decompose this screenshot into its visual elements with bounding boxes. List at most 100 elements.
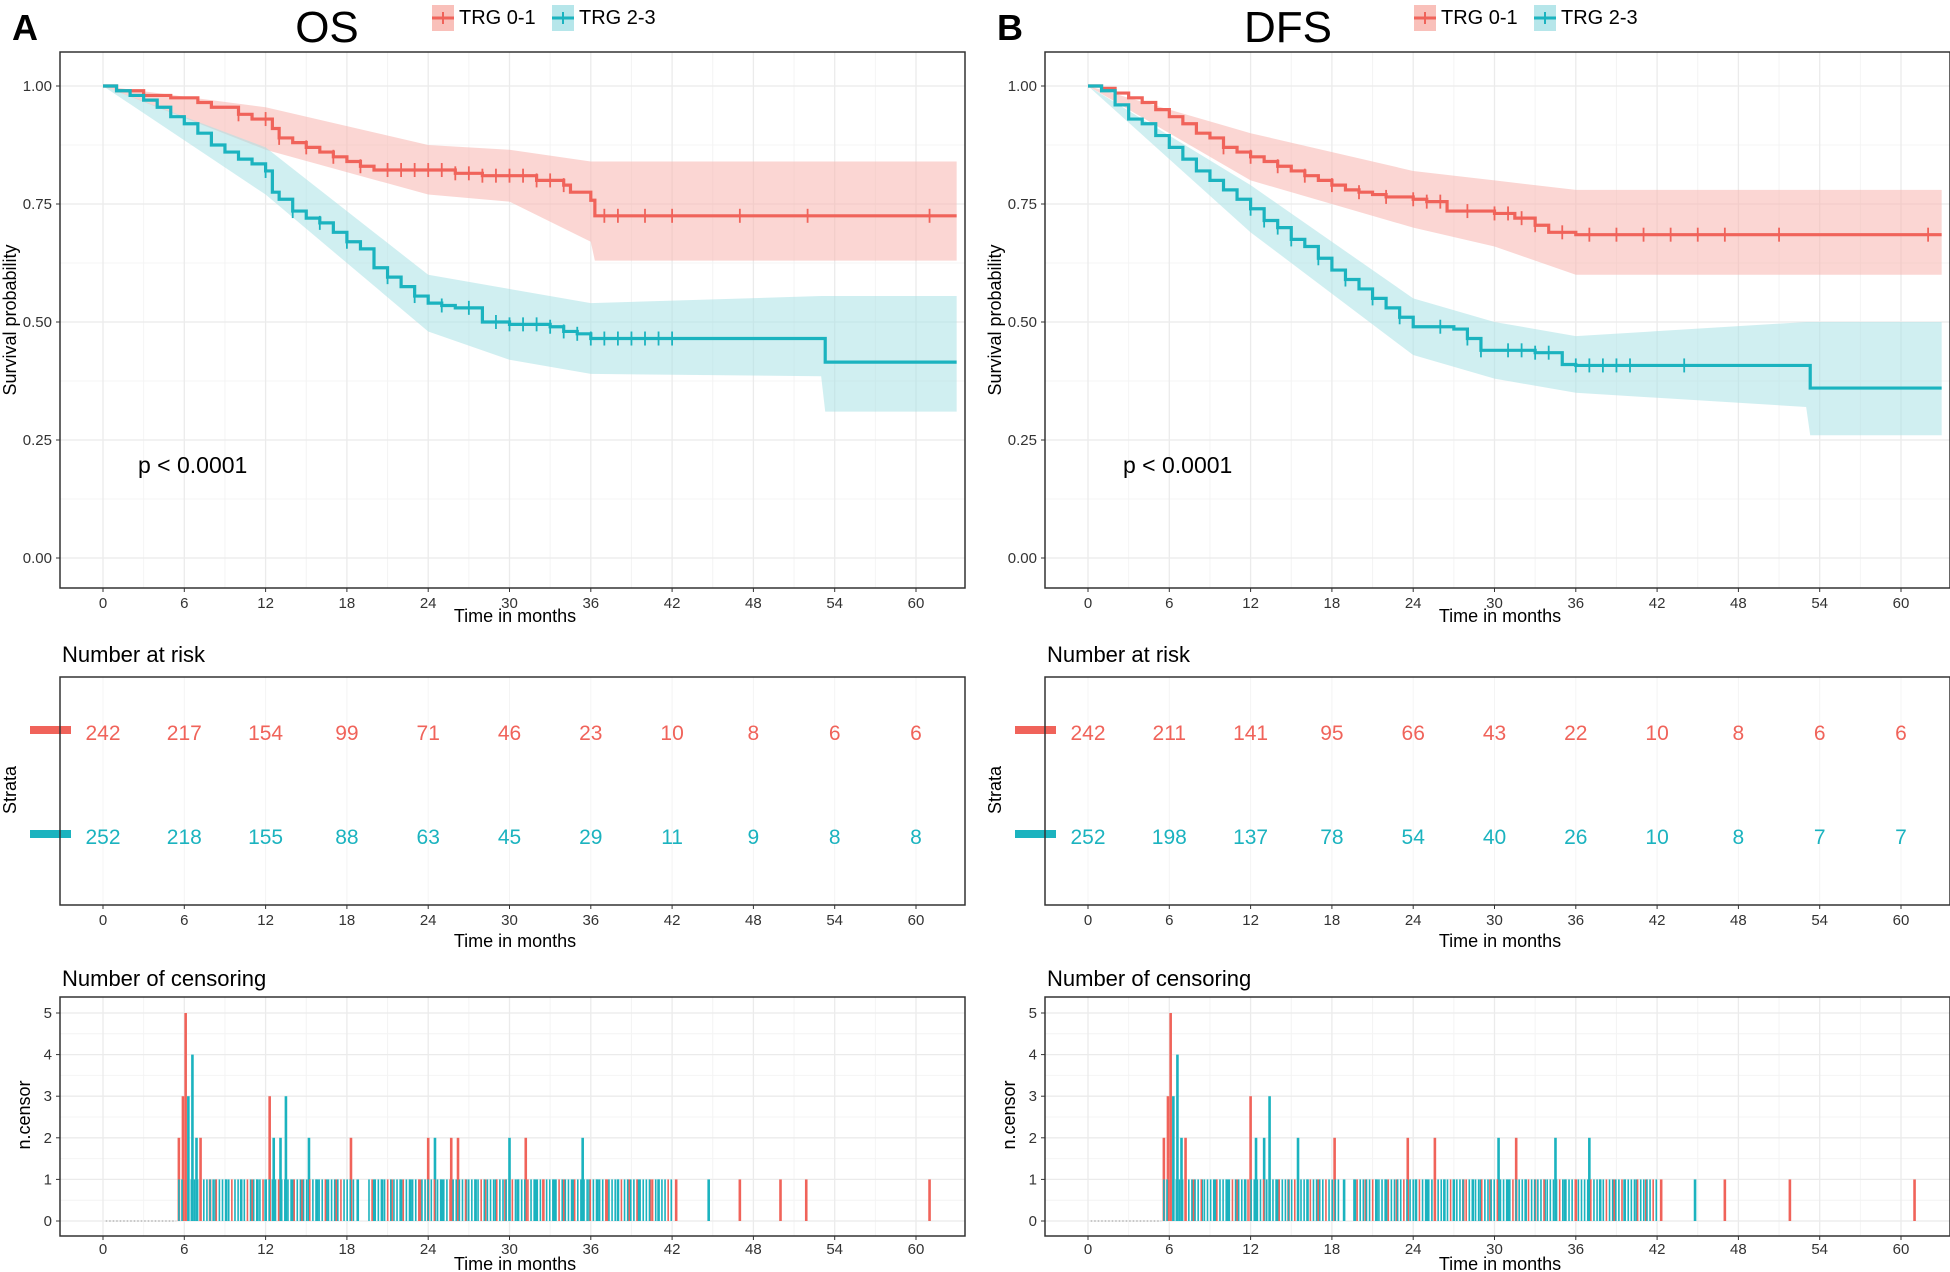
p-value: p < 0.0001: [138, 452, 247, 478]
censor-bar: [1471, 1179, 1474, 1221]
censor-bar: [324, 1179, 327, 1221]
legend-label-1: TRG 0-1: [459, 7, 536, 29]
censor-bar: [262, 1179, 264, 1221]
censor-bar: [1322, 1179, 1324, 1221]
censor-bar: [1546, 1179, 1549, 1221]
censor-bar: [1512, 1179, 1514, 1221]
censor-bar: [654, 1179, 657, 1221]
censor-bar: [452, 1179, 454, 1221]
censor-bar: [648, 1179, 651, 1221]
censor-bar: [499, 1179, 501, 1221]
risk-x-tick-label: 6: [180, 912, 188, 929]
risk-x-tick-label: 0: [99, 912, 107, 929]
x-tick-label: 30: [501, 595, 518, 612]
censor-bar: [1228, 1179, 1231, 1221]
censor-bar: [1337, 1179, 1340, 1221]
censor-bar: [1574, 1179, 1577, 1221]
censor-bar: [611, 1179, 613, 1221]
chart-title: DFS: [1244, 3, 1332, 52]
risk-x-tick-label: 48: [745, 912, 762, 929]
censor-bar: [1172, 1179, 1175, 1221]
censor-x-tick-label: 36: [582, 1241, 599, 1258]
censor-bar: [483, 1179, 487, 1221]
censor-bar: [187, 1096, 190, 1221]
censor-bar: [633, 1179, 635, 1221]
censor-bar: [539, 1179, 542, 1221]
censor-bar: [1624, 1179, 1626, 1221]
risk-value: 8: [829, 826, 841, 849]
censor-bar: [1621, 1179, 1623, 1221]
censor-bar: [581, 1137, 584, 1221]
censor-bar: [280, 1179, 283, 1221]
censor-bar: [440, 1179, 444, 1221]
plot-frame: [59, 51, 966, 589]
y-tick-label: 0.00: [1008, 550, 1037, 567]
censor-bar: [214, 1179, 217, 1221]
censor-bar: [215, 1179, 218, 1221]
censor-bar: [439, 1179, 442, 1221]
censor-bar: [272, 1137, 276, 1221]
censor-bar: [1723, 1179, 1727, 1221]
censor-bar: [1290, 1179, 1293, 1221]
censor-bar: [608, 1179, 610, 1221]
legend-label-2: TRG 2-3: [579, 7, 656, 29]
censor-bar: [1272, 1179, 1274, 1221]
censor-bar: [642, 1179, 645, 1221]
censor-bar: [1284, 1179, 1287, 1221]
censor-bar: [1384, 1179, 1388, 1221]
risk-x-tick-label: 60: [908, 912, 925, 929]
censor-bar: [374, 1179, 377, 1221]
censor-bar: [399, 1179, 403, 1221]
censor-bar: [265, 1179, 267, 1221]
censor-bar: [614, 1179, 616, 1221]
censor-bar: [1331, 1179, 1333, 1221]
risk-value: 141: [1233, 722, 1268, 745]
censor-bar: [804, 1179, 808, 1221]
censor-bar: [386, 1179, 389, 1221]
censor-bar: [268, 1096, 271, 1221]
censor-bar: [1163, 1179, 1165, 1221]
risk-value: 198: [1152, 826, 1187, 849]
censor-bar: [1596, 1179, 1598, 1221]
panel-A: A OS TRG 0-1 TRG 2-3 0.00 0.25 0.50 0.75 1.00 0 6 1…: [0, 3, 966, 1272]
censor-bar: [212, 1179, 214, 1221]
censor-bar: [1552, 1179, 1555, 1221]
censor-bar: [1203, 1179, 1206, 1221]
risk-value: 10: [1645, 826, 1668, 849]
x-tick-label: 54: [1811, 595, 1828, 612]
censor-bar: [1178, 1179, 1181, 1221]
censor-bar: [380, 1179, 383, 1221]
censor-bar: [511, 1179, 514, 1221]
censor-bar: [1646, 1179, 1648, 1221]
censor-bar: [1431, 1179, 1433, 1221]
risk-x-tick-label: 36: [582, 912, 599, 929]
censor-bar: [187, 1179, 190, 1221]
censor-bar: [249, 1179, 252, 1221]
censor-bar: [1490, 1179, 1492, 1221]
censor-bar: [255, 1179, 258, 1221]
censor-bar: [455, 1179, 458, 1221]
censor-bar: [221, 1179, 224, 1221]
censor-bar: [203, 1179, 205, 1221]
risk-x-tick-label: 54: [1811, 912, 1828, 929]
censor-bar: [218, 1179, 221, 1221]
censor-bar: [1412, 1179, 1414, 1221]
risk-x-tick-label: 6: [1165, 912, 1173, 929]
risk-value: 252: [85, 826, 120, 849]
censor-bar: [1518, 1179, 1520, 1221]
x-tick-label: 24: [1405, 595, 1422, 612]
censor-bar: [1235, 1179, 1239, 1221]
censor-bar: [206, 1179, 208, 1221]
censor-bar: [1359, 1179, 1362, 1221]
p-value: p < 0.0001: [1123, 452, 1232, 478]
censor-bar: [645, 1179, 648, 1221]
risk-x-tick-label: 42: [1649, 912, 1666, 929]
censor-bar: [1237, 1179, 1240, 1221]
censor-bar: [536, 1179, 539, 1221]
censor-bar: [1602, 1179, 1605, 1221]
censor-y-tick-label: 1: [44, 1171, 52, 1188]
risk-value: 7: [1814, 826, 1826, 849]
